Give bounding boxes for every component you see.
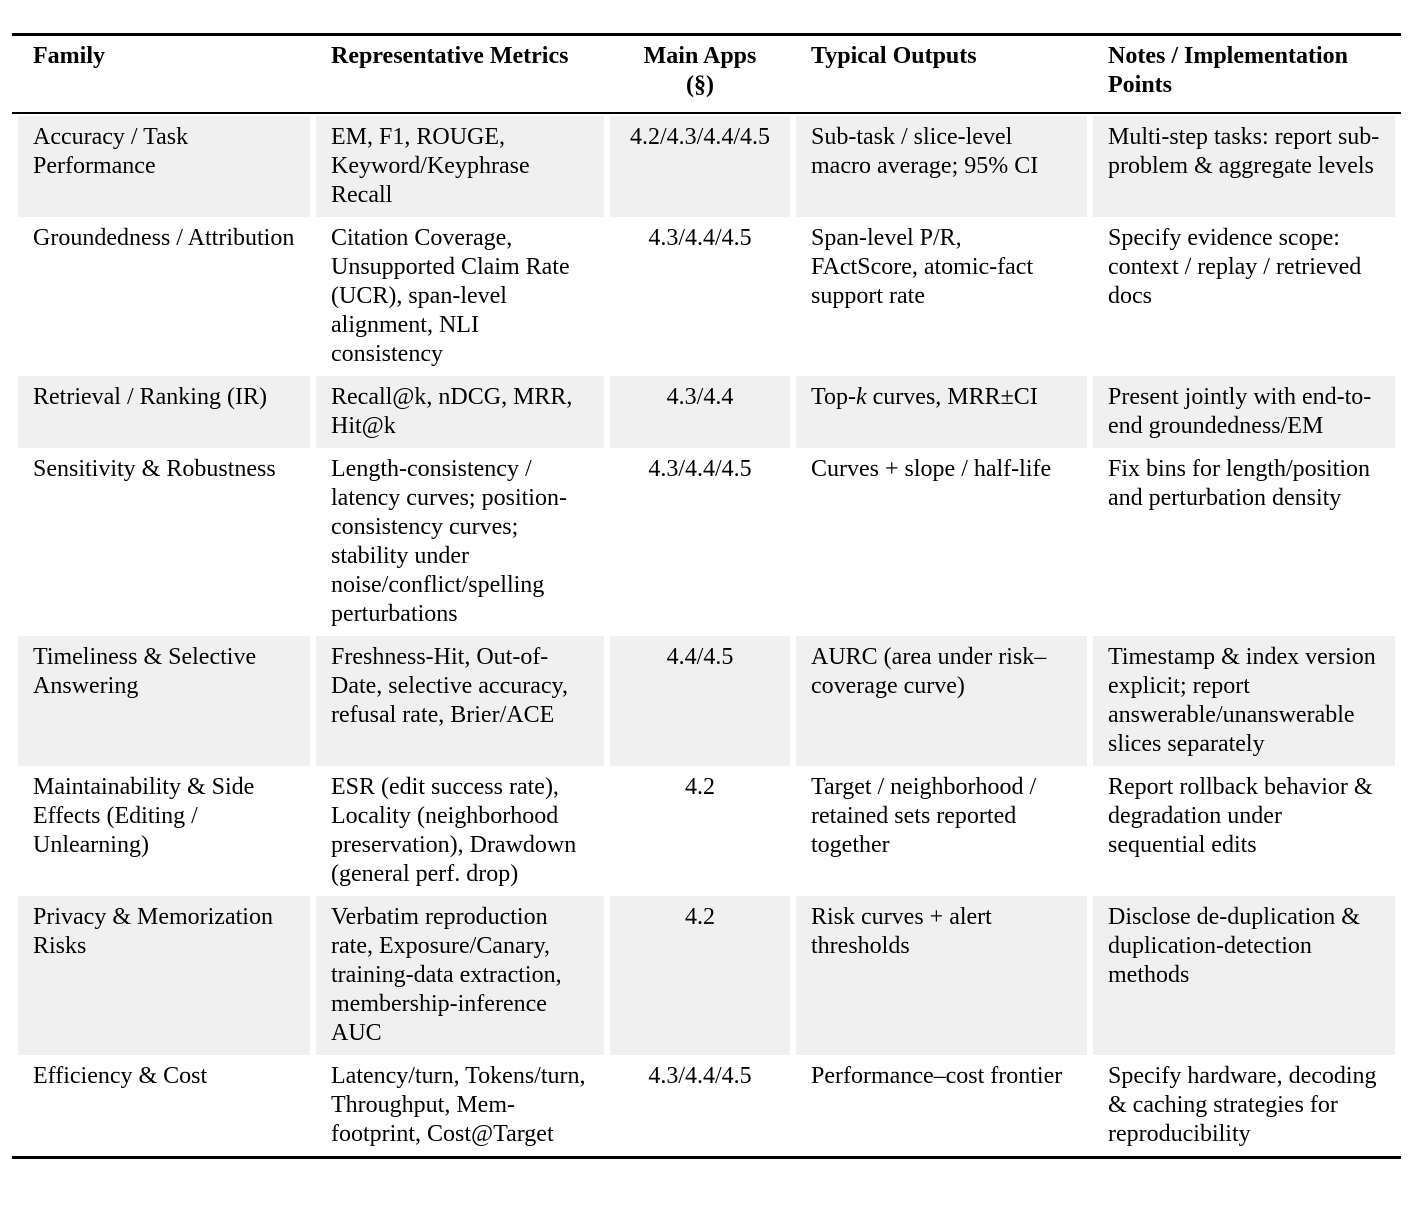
cell-outputs: Target / neighborhood / retained sets re… [811,774,1037,858]
cell-family: Timeliness & Selective Answering [18,636,310,766]
cell-family: Groundedness / Attribution [33,225,295,251]
table-row: Retrieval / Ranking (IR) Recall@k, nDCG,… [18,376,1395,448]
cell-family: Maintainability & Side Effects (Editing … [33,774,255,858]
cell-metrics: Verbatim reproduction rate, Exposure/Can… [316,896,604,1055]
cell-family: Retrieval / Ranking (IR) [18,376,310,448]
cell-main-apps: 4.4/4.5 [610,636,790,766]
column-header-family: Family [33,43,105,69]
table-row: Sensitivity & Robustness Length-consiste… [18,448,1395,636]
table-row: Accuracy / Task Performance EM, F1, ROUG… [18,116,1395,217]
table-row: Maintainability & Side Effects (Editing … [18,766,1395,896]
bottom-rule [12,1156,1401,1159]
cell-main-apps: 4.2/4.3/4.4/4.5 [610,116,790,217]
cell-outputs: Curves + slope / half-life [811,456,1052,482]
cell-metrics: ESR (edit success rate), Locality (neigh… [331,774,577,887]
cell-family: Privacy & Memorization Risks [18,896,310,1055]
cell-outputs: Performance–cost frontier [811,1063,1063,1089]
cell-metrics: Recall@k, nDCG, MRR, Hit@k [316,376,604,448]
column-header-outputs: Typical Outputs [811,43,977,69]
cell-outputs: Top-k curves, MRR±CI [796,376,1087,448]
table-row: Groundedness / Attribution Citation Cove… [18,217,1395,376]
cell-family: Efficiency & Cost [33,1063,208,1089]
cell-outputs: Span-level P/R, FActScore, atomic-fact s… [811,225,1034,309]
cell-notes: Disclose de-duplication & duplication-de… [1093,896,1395,1055]
main-apps-label: Main Apps [643,43,757,69]
cell-main-apps: 4.3/4.4/4.5 [648,1063,752,1089]
column-header-metrics: Representative Metrics [331,43,569,69]
cell-metrics: Freshness-Hit, Out-of-Date, selective ac… [316,636,604,766]
cell-main-apps: 4.3/4.4 [610,376,790,448]
cell-family: Sensitivity & Robustness [33,456,276,482]
cell-notes: Timestamp & index version explicit; repo… [1093,636,1395,766]
cell-notes: Report rollback behavior & degradation u… [1108,774,1373,858]
cell-main-apps: 4.3/4.4/4.5 [648,225,752,251]
cell-metrics: EM, F1, ROUGE, Keyword/Keyphrase Recall [316,116,604,217]
top-rule [12,33,1401,36]
cell-outputs: AURC (area under risk–coverage curve) [796,636,1087,766]
column-header-main-apps: Main Apps (§) [610,36,790,110]
cell-metrics: Citation Coverage, Unsupported Claim Rat… [331,225,570,367]
cell-notes: Fix bins for length/position and perturb… [1108,456,1371,511]
cell-main-apps: 4.2 [610,896,790,1055]
cell-family: Accuracy / Task Performance [18,116,310,217]
table-row: Timeliness & Selective Answering Freshne… [18,636,1395,766]
column-header-notes: Notes / Implementation Points [1108,43,1348,98]
mid-rule [12,112,1401,114]
cell-main-apps: 4.2 [685,774,715,800]
cell-notes: Multi-step tasks: report sub-problem & a… [1093,116,1395,217]
cell-metrics: Length-consistency / latency curves; pos… [331,456,567,627]
metrics-family-table: Family Representative Metrics Main Apps … [12,33,1401,1159]
table-header: Family Representative Metrics Main Apps … [12,36,1401,110]
cell-main-apps: 4.3/4.4/4.5 [648,456,752,482]
cell-outputs: Risk curves + alert thresholds [796,896,1087,1055]
table-row: Privacy & Memorization Risks Verbatim re… [18,896,1395,1055]
table-row: Efficiency & Cost Latency/turn, Tokens/t… [18,1055,1395,1156]
cell-notes: Present jointly with end-to-end grounded… [1093,376,1395,448]
cell-outputs: Sub-task / slice-level macro average; 95… [796,116,1087,217]
table-body: Accuracy / Task Performance EM, F1, ROUG… [12,116,1401,1156]
cell-metrics: Latency/turn, Tokens/turn, Throughput, M… [331,1063,586,1147]
cell-notes: Specify hardware, decoding & caching str… [1108,1063,1377,1147]
cell-notes: Specify evidence scope: context / replay… [1108,225,1362,309]
main-apps-section-symbol: (§) [686,72,714,98]
header-row: Family Representative Metrics Main Apps … [18,36,1395,110]
